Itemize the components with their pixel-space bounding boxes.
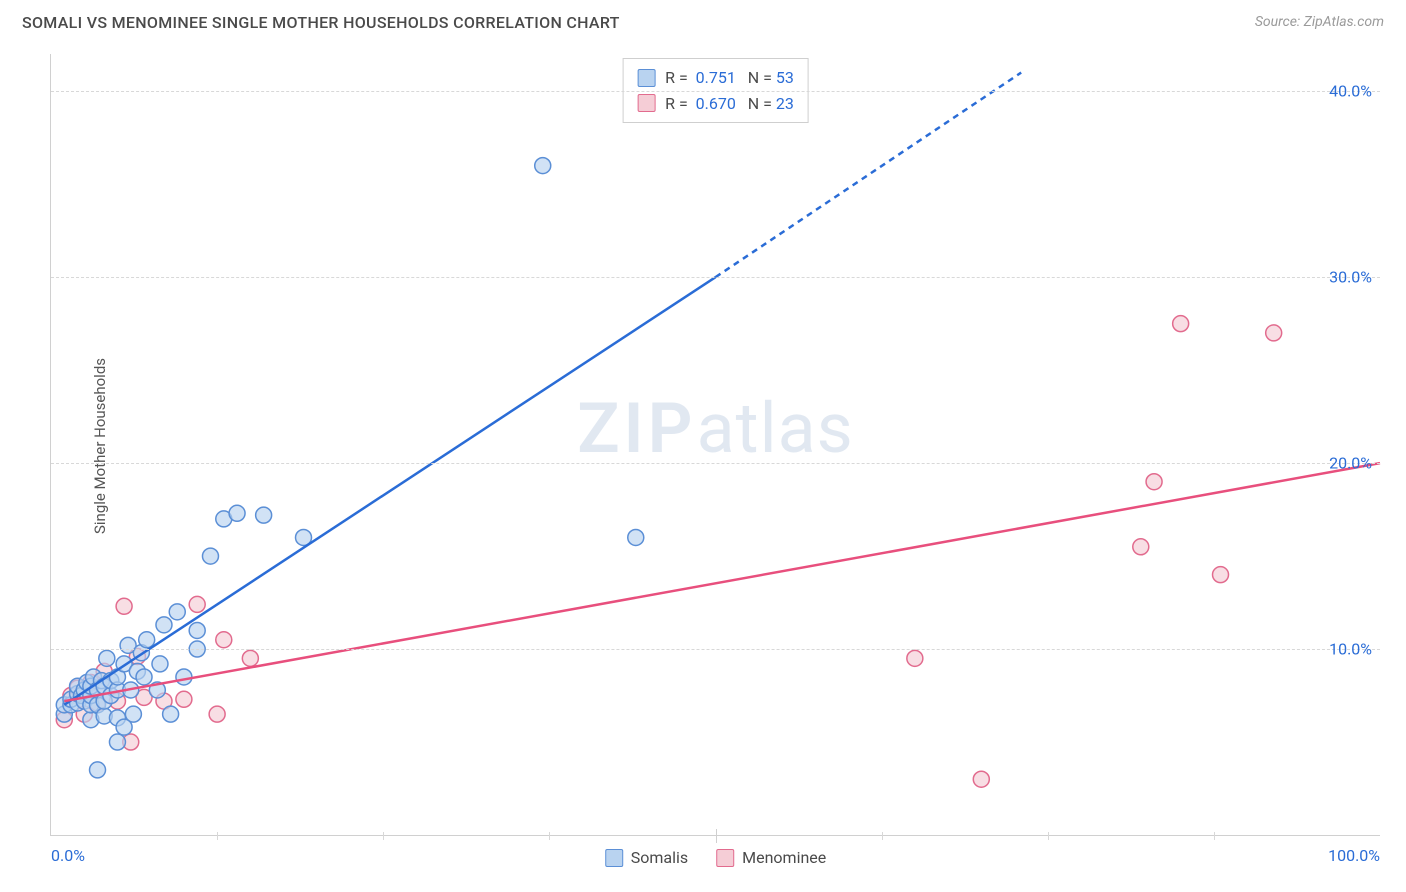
- swatch-somalis-icon: [605, 849, 623, 867]
- data-point: [973, 771, 989, 787]
- series-label-menominee: Menominee: [742, 848, 826, 867]
- y-tick-label: 30.0%: [1329, 268, 1372, 287]
- series-label-somalis: Somalis: [631, 848, 688, 867]
- x-tick-minor: [383, 832, 384, 840]
- x-tick-minor: [549, 832, 550, 840]
- data-point: [1146, 474, 1162, 490]
- data-point: [109, 734, 125, 750]
- x-tick-major: [716, 829, 717, 843]
- trend-line: [64, 277, 715, 705]
- data-point: [189, 596, 205, 612]
- data-point: [535, 158, 551, 174]
- y-tick-label: 40.0%: [1329, 82, 1372, 101]
- data-point: [1133, 539, 1149, 555]
- data-point: [169, 604, 185, 620]
- x-tick-minor: [217, 832, 218, 840]
- data-point: [242, 650, 258, 666]
- data-point: [163, 706, 179, 722]
- gridline: [51, 649, 1380, 650]
- trend-line: [64, 463, 1380, 701]
- data-point: [176, 691, 192, 707]
- data-point: [116, 719, 132, 735]
- gridline: [51, 91, 1380, 92]
- data-point: [99, 650, 115, 666]
- data-point: [907, 650, 923, 666]
- data-point: [90, 762, 106, 778]
- x-tick-minor: [1048, 832, 1049, 840]
- x-axis-min-label: 0.0%: [51, 846, 85, 865]
- data-point: [202, 548, 218, 564]
- data-point: [256, 507, 272, 523]
- x-tick-minor: [882, 832, 883, 840]
- trend-line: [716, 73, 1022, 278]
- series-legend-menominee: Menominee: [716, 848, 826, 867]
- data-point: [139, 632, 155, 648]
- data-point: [152, 656, 168, 672]
- plot-area: ZIPatlas R = 0.751 N = 53 R = 0.670 N = …: [50, 54, 1380, 836]
- data-point: [136, 669, 152, 685]
- data-point: [628, 529, 644, 545]
- data-point: [176, 669, 192, 685]
- y-tick-label: 20.0%: [1329, 454, 1372, 473]
- data-point: [216, 632, 232, 648]
- gridline: [51, 463, 1380, 464]
- data-point: [1266, 325, 1282, 341]
- x-axis-max-label: 100.0%: [1328, 846, 1380, 865]
- source-attribution: Source: ZipAtlas.com: [1255, 14, 1384, 30]
- data-point: [116, 598, 132, 614]
- gridline: [51, 277, 1380, 278]
- series-legend: Somalis Menominee: [605, 848, 827, 867]
- y-tick-label: 10.0%: [1329, 640, 1372, 659]
- x-tick-minor: [1214, 832, 1215, 840]
- data-point: [156, 617, 172, 633]
- swatch-menominee-icon: [716, 849, 734, 867]
- data-point: [209, 706, 225, 722]
- scatter-svg: [51, 54, 1380, 835]
- data-point: [1173, 316, 1189, 332]
- data-point: [189, 622, 205, 638]
- chart-title: SOMALI VS MENOMINEE SINGLE MOTHER HOUSEH…: [22, 13, 620, 32]
- data-point: [229, 505, 245, 521]
- data-point: [1213, 567, 1229, 583]
- series-legend-somalis: Somalis: [605, 848, 688, 867]
